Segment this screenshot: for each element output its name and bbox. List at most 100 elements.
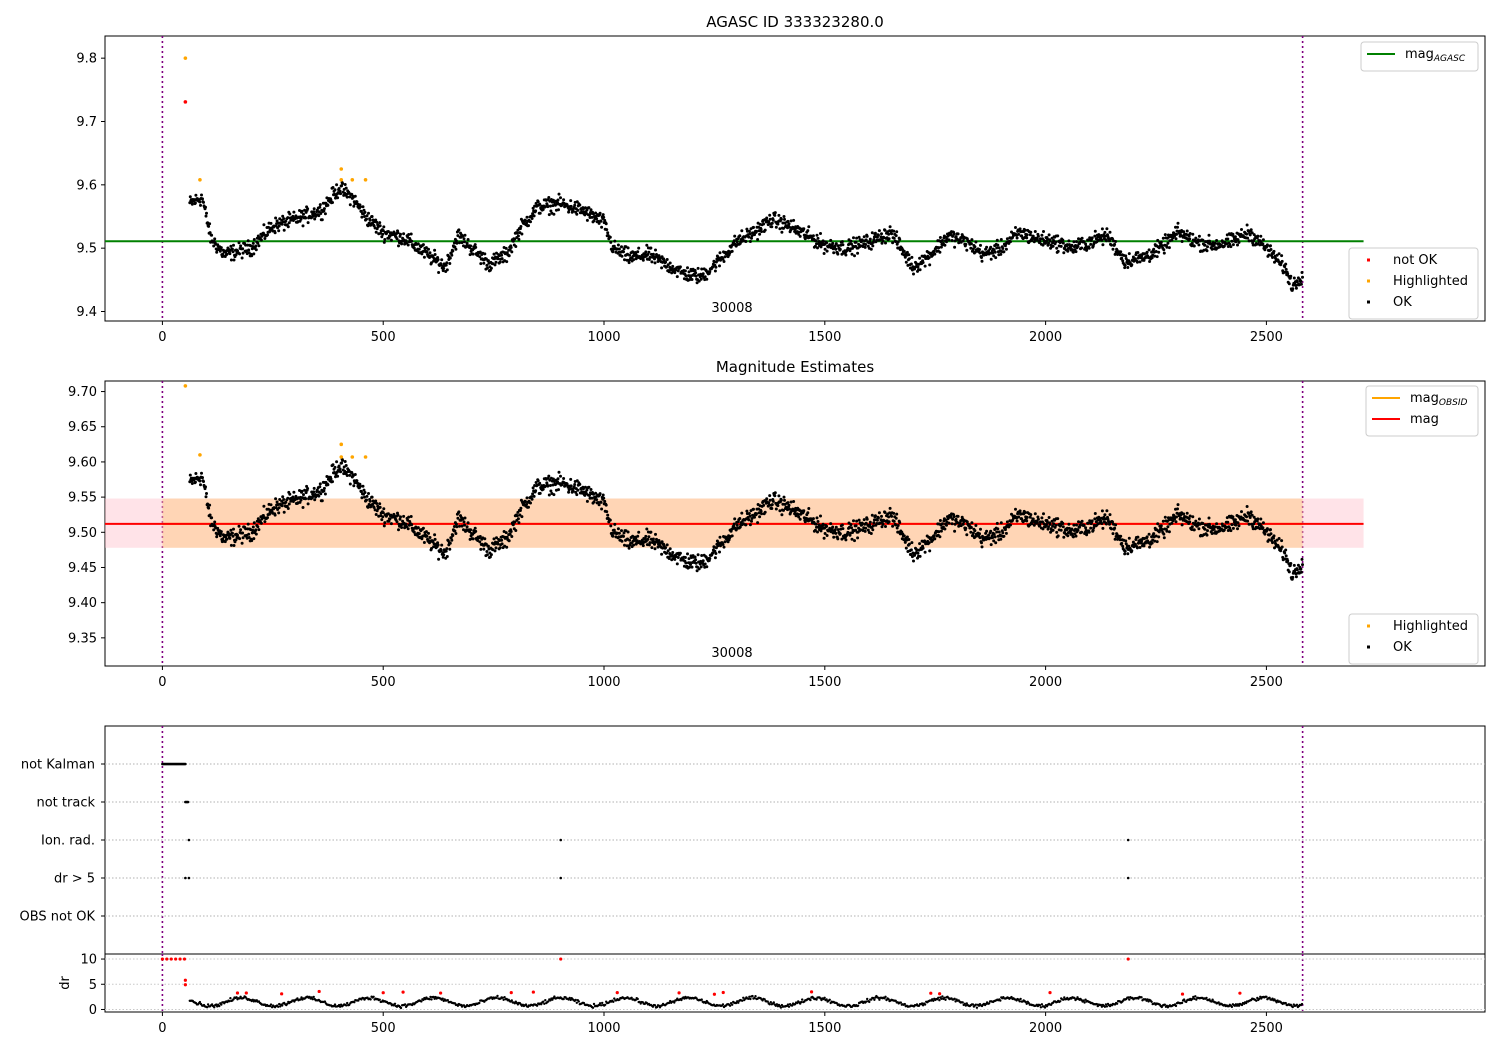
agasc-ok-point (1025, 233, 1029, 237)
magnitude-ok-point (1030, 522, 1034, 526)
agasc-ok-point (703, 275, 707, 279)
magnitude-ok-point (863, 529, 867, 533)
agasc-ok-point (299, 217, 303, 221)
agasc-ok-point (300, 209, 304, 213)
magnitude-ok-point (548, 478, 552, 482)
magnitude-ok-point (647, 535, 651, 539)
magnitude-ok-point (422, 541, 426, 544)
magnitude-ok-point (1162, 536, 1166, 540)
agasc-ok-point (274, 216, 278, 220)
agasc-bottom-legend-label: Highlighted (1393, 274, 1468, 289)
agasc-ok-point (678, 265, 682, 269)
agasc-ok-point (436, 258, 440, 262)
magnitude-ok-point (1261, 521, 1265, 525)
agasc-ok-point (1192, 244, 1196, 248)
agasc-ok-point (864, 238, 868, 242)
magnitude-ok-point (573, 483, 577, 486)
magnitude-ok-point (210, 516, 214, 520)
agasc-ok-point (1299, 279, 1303, 283)
magnitude-ok-point (857, 518, 861, 522)
magnitude-ok-point (1047, 525, 1050, 529)
magnitude-ok-point (219, 530, 223, 534)
magnitude-ok-point (671, 551, 675, 554)
magnitude-ok-point (498, 546, 502, 550)
magnitude-ok-point (556, 477, 560, 481)
magnitude-ok-point (208, 503, 212, 507)
magnitude-ok-point (1087, 530, 1091, 534)
agasc-ok-point (532, 214, 536, 218)
agasc-ok-point (932, 249, 936, 253)
agasc-ok-point (860, 238, 864, 242)
agasc-ok-point (1247, 239, 1251, 243)
magnitude-ok-point (997, 530, 1001, 534)
magnitude-ok-point (1073, 532, 1077, 536)
magnitude-ok-point (626, 530, 630, 534)
magnitude-ok-point (345, 474, 349, 477)
magnitude-ok-point (999, 537, 1003, 541)
magnitude-ok-point (1275, 538, 1279, 542)
agasc-ok-point (317, 214, 321, 218)
magnitude-ok-point (1105, 509, 1109, 513)
magnitude-ok-point (496, 542, 500, 546)
agasc-ok-point (534, 201, 538, 205)
magnitude-ok-point (448, 547, 452, 551)
agasc-ok-point (667, 270, 671, 274)
magnitude-ok-point (695, 569, 699, 573)
magnitude-ok-point (597, 503, 601, 507)
magnitude-ok-point (703, 562, 707, 566)
magnitude-ok-point (760, 512, 764, 516)
agasc-ok-point (510, 250, 514, 254)
agasc-ok-point (671, 264, 675, 268)
magnitude-ok-point (964, 526, 968, 530)
magnitude-ok-point (1226, 520, 1230, 524)
magnitude-ok-point (1130, 549, 1134, 553)
magnitude-ok-point (1015, 519, 1019, 523)
magnitude-ok-point (887, 520, 891, 524)
agasc-ok-point (1283, 265, 1287, 269)
agasc-ok-point (239, 244, 243, 248)
magnitude-ok-point (1295, 568, 1299, 572)
magnitude-ok-point (303, 488, 307, 492)
agasc-ok-point (834, 247, 838, 251)
magnitude-ok-point (938, 535, 942, 539)
magnitude-ok-point (891, 524, 895, 528)
agasc-ok-point (1023, 228, 1027, 232)
agasc-ok-point (1147, 248, 1151, 252)
magnitude-ok-point (657, 539, 661, 542)
magnitude-ok-point (1005, 520, 1009, 524)
agasc-ok-point (995, 238, 999, 242)
agasc-ok-point (883, 228, 887, 232)
agasc-ok-point (352, 204, 356, 208)
agasc-ok-point (617, 247, 621, 251)
magnitude-ok-point (407, 515, 411, 519)
agasc-ok-point (1292, 276, 1296, 280)
agasc-ok-point (466, 238, 470, 241)
magnitude-bottom-legend-swatch (1367, 645, 1370, 649)
magnitude-ok-point (225, 537, 229, 541)
magnitude-ok-point (1194, 519, 1198, 523)
magnitude-ok-point (200, 471, 203, 475)
magnitude-ok-point (1271, 541, 1274, 545)
agasc-ok-point (557, 192, 561, 196)
magnitude-ok-point (511, 523, 515, 527)
agasc-ok-point (236, 249, 239, 253)
magnitude-highlighted-point (339, 442, 344, 447)
agasc-ok-point (478, 250, 482, 254)
agasc-ok-point (232, 243, 235, 247)
magnitude-ok-point (933, 537, 937, 541)
magnitude-ok-point (1080, 530, 1084, 534)
dr-point (206, 1003, 210, 1006)
agasc-ok-point (302, 212, 305, 216)
agasc-ok-point (402, 232, 406, 236)
agasc-ok-point (632, 258, 636, 262)
magnitude-ok-point (338, 467, 342, 471)
agasc-ok-point (969, 246, 973, 250)
agasc-ok-point (865, 234, 869, 238)
dr-point (613, 997, 616, 1000)
magnitude-ok-point (780, 513, 784, 517)
agasc-ok-point (482, 261, 486, 265)
agasc-ok-point (234, 253, 238, 257)
magnitude-ok-point (978, 536, 982, 540)
agasc-ok-point (404, 239, 408, 243)
agasc-ok-point (337, 187, 341, 190)
